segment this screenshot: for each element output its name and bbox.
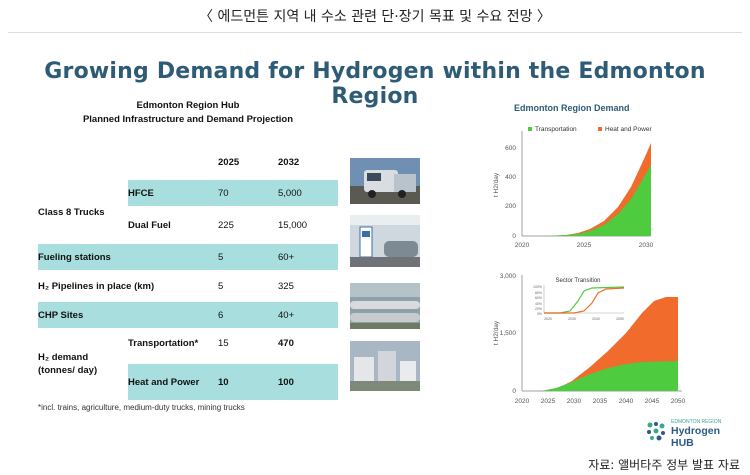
- row-label-pipelines: H₂ Pipelines in place (km): [38, 280, 155, 292]
- source-note: 자료: 앨버타주 정부 발표 자료: [588, 458, 740, 472]
- inset-ytick: 40%: [535, 302, 542, 306]
- hub-heading: Edmonton Region Hub Planned Infrastructu…: [58, 99, 318, 127]
- row-label-h2-demand: H₂ demand (tonnes/ day): [38, 328, 128, 400]
- fueling-2032: 60+: [278, 251, 295, 263]
- chart2-area: Sector Transition 100% 80% 60% 40% 20% 0…: [493, 273, 686, 405]
- transportation-2025: 15: [218, 337, 229, 349]
- pipelines-2032: 325: [278, 280, 294, 292]
- inset-xtick: 2030: [568, 317, 576, 321]
- table-row-chp-sites: CHP Sites 6 40+: [38, 302, 338, 328]
- inset-ytick: 20%: [535, 307, 542, 311]
- dual-fuel-2025: 225: [218, 219, 234, 231]
- chart1-xtick: 2030: [639, 242, 654, 249]
- slide: Growing Demand for Hydrogen within the E…: [8, 32, 742, 453]
- chart2-ytick: 1,500: [500, 330, 517, 337]
- table-row-hfce: HFCE 70 5,000: [128, 180, 338, 206]
- legend-heat-swatch: [598, 127, 602, 131]
- chart2-xtick: 2020: [515, 398, 530, 405]
- slide-title: Growing Demand for Hydrogen within the E…: [44, 59, 706, 109]
- chart1-xtick: 2025: [577, 242, 592, 249]
- table-row-pipelines: H₂ Pipelines in place (km) 5 325: [38, 270, 338, 302]
- header-2032: 2032: [278, 156, 300, 168]
- chart1-title: Edmonton Region Demand: [514, 103, 630, 113]
- chart1-ytick: 600: [505, 145, 516, 152]
- heat-power-2025: 10: [218, 376, 229, 388]
- hydrogen-hub-logo: EDMONTON REGION Hydrogen HUB: [645, 419, 745, 449]
- table-row-transportation: Transportation* 15 470: [128, 328, 338, 368]
- chp-2032: 40+: [278, 309, 295, 321]
- table-row-heat-power: Heat and Power 10 100: [128, 364, 338, 400]
- chart2-ytick: 3,000: [500, 273, 517, 280]
- chart2-xtick: 2035: [593, 398, 608, 405]
- table-row-fueling-stations: Fueling stations 5 60+: [38, 244, 338, 270]
- table-header-row: 2025 2032: [38, 144, 338, 180]
- chart2-ytick: 0: [512, 388, 516, 395]
- chart2-ylabel: t H2/day: [493, 320, 500, 345]
- chart1-ytick: 0: [512, 233, 516, 240]
- hydrogen-hub-logo-icon: [647, 422, 665, 441]
- chart1-heat-power-area: [522, 143, 651, 236]
- hub-heading-line1: Edmonton Region Hub: [136, 100, 240, 111]
- header-2025: 2025: [218, 156, 240, 168]
- inset-title: Sector Transition: [555, 278, 600, 284]
- inset-ytick: 80%: [535, 291, 542, 295]
- chart1-ytick: 200: [505, 203, 516, 210]
- hfce-2032: 5,000: [278, 187, 302, 199]
- table-footnote: *incl. trains, agriculture, medium-duty …: [38, 403, 245, 412]
- logo-hub-text: Hydrogen HUB: [671, 425, 721, 449]
- table-row-dual-fuel: Dual Fuel 225 15,000: [128, 206, 338, 244]
- inset-xtick: 2020: [544, 317, 552, 321]
- row-label-hfce: HFCE: [128, 187, 154, 199]
- fueling-2025: 5: [218, 251, 224, 263]
- chart1-xtick: 2020: [515, 242, 530, 249]
- row-label-heat-power: Heat and Power: [128, 376, 200, 388]
- hfce-2025: 70: [218, 187, 229, 199]
- inset-ytick: 60%: [535, 296, 542, 300]
- logo-region-text: EDMONTON REGION: [671, 419, 722, 425]
- inset-xtick: 2050: [616, 317, 624, 321]
- h2-demand-line2: (tonnes/ day): [38, 365, 98, 376]
- truck-photo: [350, 158, 420, 204]
- page-caption: 〈 에드먼튼 지역 내 수소 관련 단·장기 목표 및 수요 전망 〉: [199, 9, 551, 25]
- chart2-xtick: 2050: [671, 398, 686, 405]
- chart1-ylabel: t H2/day: [493, 172, 500, 197]
- chart2-xtick: 2025: [541, 398, 556, 405]
- chart1-transport-area: [522, 165, 651, 236]
- inset-ytick: 100%: [533, 285, 542, 289]
- legend-transport-label: Transportation: [535, 126, 577, 133]
- legend-transport-swatch: [528, 127, 532, 131]
- pipeline-photo: [350, 283, 420, 329]
- sector-transition-inset: Sector Transition 100% 80% 60% 40% 20% 0…: [526, 275, 630, 329]
- row-label-transportation: Transportation*: [128, 337, 199, 349]
- chart2-xtick: 2030: [567, 398, 582, 405]
- hub-heading-line2: Planned Infrastructure and Demand Projec…: [82, 114, 294, 125]
- chart1-ytick: 400: [505, 174, 516, 181]
- chp-2025: 6: [218, 309, 224, 321]
- inset-ytick: 0%: [537, 312, 542, 316]
- row-label-fueling-stations: Fueling stations: [38, 251, 111, 263]
- chart2-xtick: 2045: [645, 398, 660, 405]
- legend-heat-label: Heat and Power: [605, 126, 652, 133]
- chart2-transport-area: [522, 361, 678, 391]
- pipelines-2025: 5: [218, 280, 224, 292]
- transportation-2032: 470: [278, 337, 294, 349]
- dual-fuel-2032: 15,000: [278, 219, 308, 231]
- h2-demand-line1: H₂ demand: [38, 352, 89, 363]
- chart1-area: Transportation Heat and Power 600 400 20…: [493, 126, 654, 249]
- chp-site-photo: [350, 341, 420, 391]
- heat-power-2032: 100: [278, 376, 294, 388]
- inset-background: [526, 275, 630, 329]
- inset-xtick: 2040: [592, 317, 600, 321]
- row-label-chp-sites: CHP Sites: [38, 309, 84, 321]
- fueling-station-photo: [350, 215, 420, 267]
- inset-heat-line: [544, 287, 625, 314]
- chart2-xtick: 2040: [619, 398, 634, 405]
- row-label-dual-fuel: Dual Fuel: [128, 219, 171, 231]
- row-label-class8: Class 8 Trucks: [38, 206, 105, 218]
